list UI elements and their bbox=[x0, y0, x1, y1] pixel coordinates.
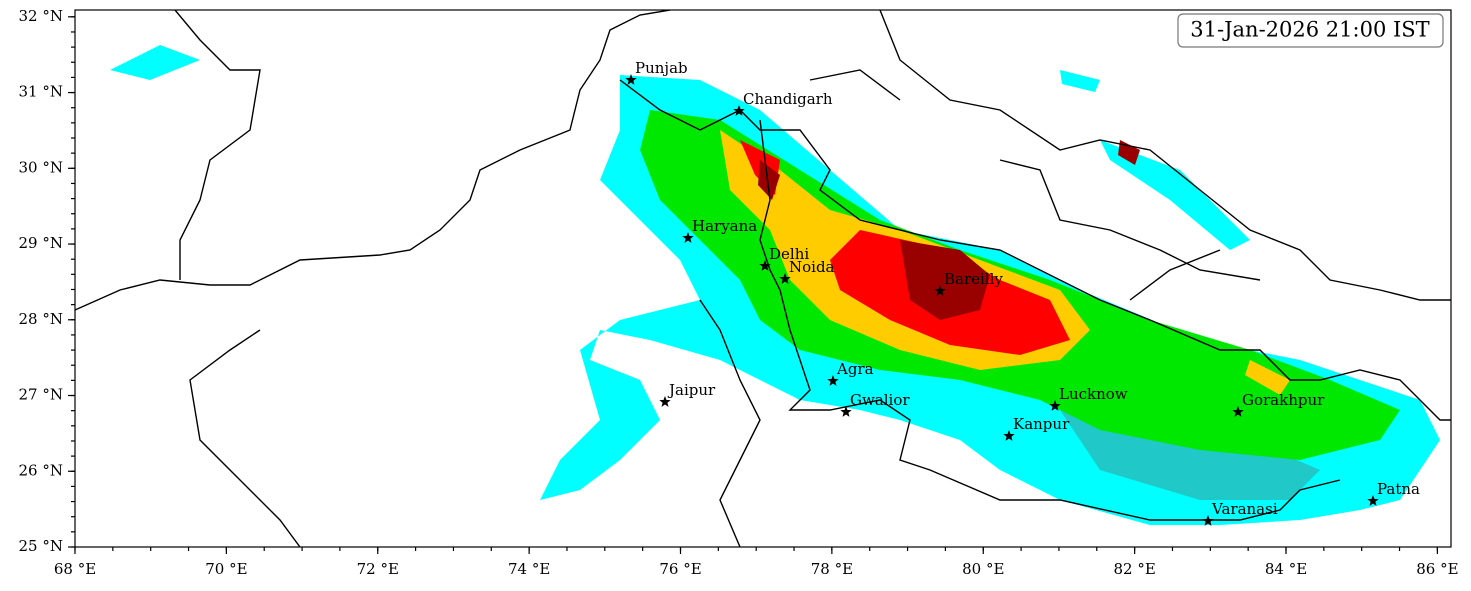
city-marker bbox=[934, 285, 946, 296]
border bbox=[75, 10, 671, 311]
border bbox=[174, 10, 261, 280]
y-tick-label: 28 °N bbox=[19, 310, 63, 328]
city-label: Jaipur bbox=[667, 381, 716, 399]
city-label: Kanpur bbox=[1013, 415, 1070, 433]
rain-extreme bbox=[900, 240, 990, 320]
border bbox=[699, 299, 761, 547]
city-label: Lucknow bbox=[1059, 385, 1128, 403]
y-tick-label: 26 °N bbox=[19, 461, 63, 479]
city-label: Agra bbox=[836, 360, 874, 378]
city-marker bbox=[1367, 495, 1379, 506]
border bbox=[809, 69, 1261, 301]
city-label: Punjab bbox=[635, 59, 688, 77]
city-label: Patna bbox=[1377, 480, 1420, 498]
city-marker bbox=[759, 260, 771, 271]
x-tick-label: 70 °E bbox=[205, 560, 247, 578]
x-tick-label: 82 °E bbox=[1113, 560, 1155, 578]
rain-heavy bbox=[1245, 360, 1290, 395]
rain-extreme bbox=[1118, 140, 1140, 165]
rain-light bbox=[110, 45, 200, 80]
border bbox=[619, 79, 1451, 421]
y-tick-label: 29 °N bbox=[19, 234, 63, 252]
city-marker bbox=[659, 396, 671, 407]
y-tick-label: 27 °N bbox=[19, 386, 63, 404]
x-tick-label: 72 °E bbox=[357, 560, 399, 578]
city-label: Chandigarh bbox=[743, 90, 833, 108]
city-marker bbox=[682, 232, 694, 243]
city-marker bbox=[827, 375, 839, 386]
city-marker bbox=[1202, 515, 1214, 526]
x-tick-label: 80 °E bbox=[962, 560, 1004, 578]
city-label: Haryana bbox=[692, 217, 757, 235]
city-label: Noida bbox=[789, 258, 835, 276]
y-tick-label: 25 °N bbox=[19, 537, 63, 555]
rain-light bbox=[1060, 70, 1100, 92]
border bbox=[189, 329, 301, 547]
borders bbox=[75, 10, 1451, 547]
border bbox=[879, 10, 1451, 301]
city-marker bbox=[1003, 430, 1015, 441]
city-marker bbox=[1049, 400, 1061, 411]
rain-extreme bbox=[758, 160, 780, 200]
timestamp-box bbox=[1177, 13, 1444, 48]
y-tick-label: 30 °N bbox=[19, 158, 63, 176]
city-label: Gwalior bbox=[850, 391, 910, 409]
city-marker bbox=[1232, 406, 1244, 417]
plot-frame bbox=[74, 9, 1452, 548]
y-tick-label: 31 °N bbox=[19, 83, 63, 101]
y-tick-label: 32 °N bbox=[19, 7, 63, 25]
city-label: Varanasi bbox=[1211, 500, 1278, 518]
city-marker bbox=[625, 74, 637, 85]
x-tick-label: 76 °E bbox=[659, 560, 701, 578]
x-tick-label: 78 °E bbox=[811, 560, 853, 578]
rain-light bbox=[1100, 140, 1250, 250]
axes: 68 °E 70 °E 72 °E 74 °E 76 °E 78 °E 80 °E 82 °E… bbox=[19, 7, 1459, 578]
city-marker bbox=[840, 406, 852, 417]
precipitation-field bbox=[110, 45, 1440, 525]
city-marker bbox=[733, 105, 745, 116]
city-label: Bareilly bbox=[944, 270, 1003, 288]
x-tick-label: 86 °E bbox=[1416, 560, 1458, 578]
city-label: Gorakhpur bbox=[1242, 391, 1325, 409]
x-tick-label: 68 °E bbox=[54, 560, 96, 578]
timestamp: 31-Jan-2026 21:00 IST bbox=[1190, 18, 1429, 42]
x-tick-label: 84 °E bbox=[1265, 560, 1307, 578]
city-marker bbox=[779, 273, 791, 284]
x-tick-label: 74 °E bbox=[508, 560, 550, 578]
city-label: Delhi bbox=[769, 245, 809, 263]
